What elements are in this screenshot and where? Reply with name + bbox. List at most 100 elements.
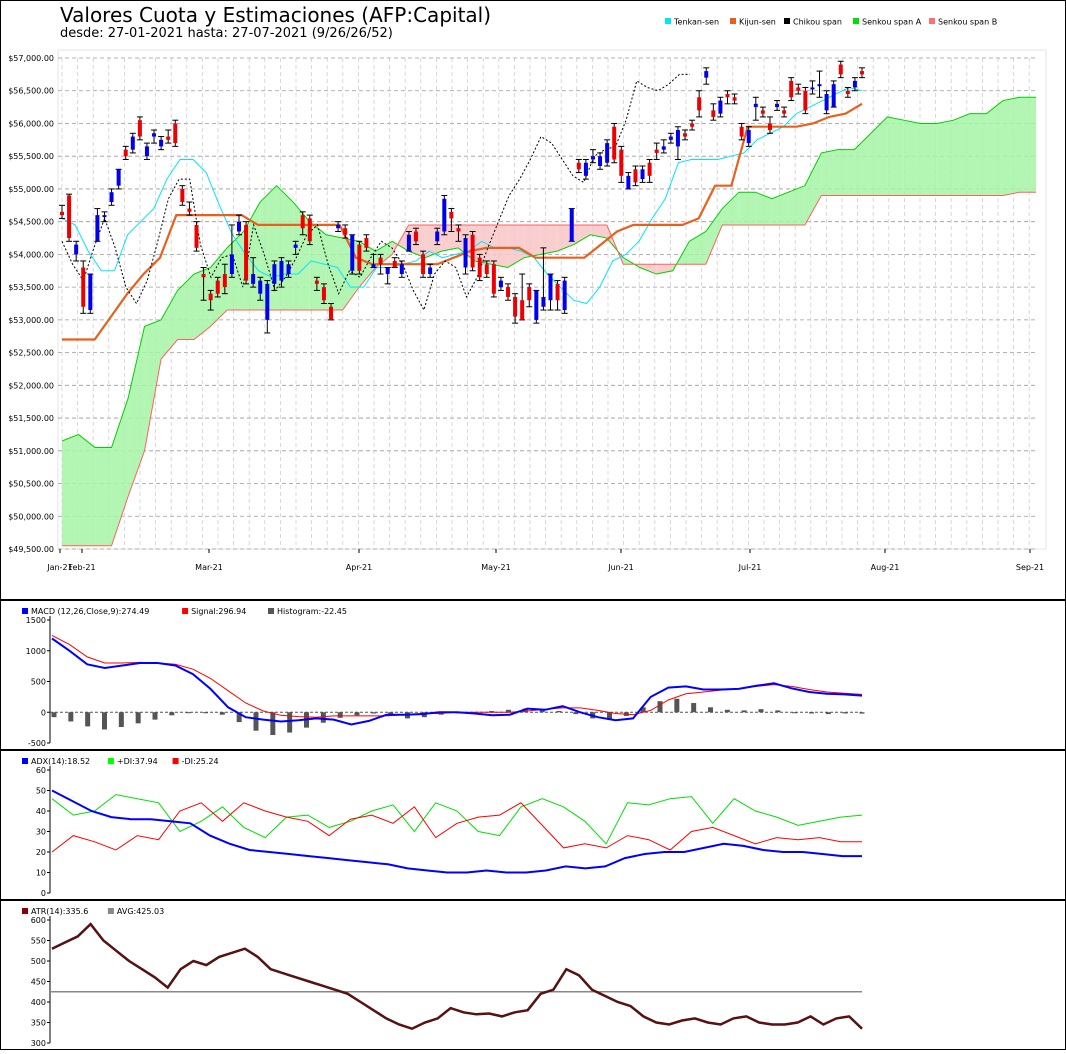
adx-legend-swatch (172, 758, 179, 764)
atr-legend-label: AVG:425.03 (117, 907, 164, 916)
cloud-segment (755, 192, 772, 225)
macd-signal-line (51, 634, 863, 718)
macd-legend-label: Histogram:-22.45 (277, 607, 347, 616)
cloud-segment (887, 116, 904, 196)
candle-body (364, 238, 369, 248)
atr-tick-label: 450 (31, 978, 46, 987)
candle-body (130, 136, 135, 150)
cloud-segment (738, 192, 756, 225)
macd-histogram-bar (203, 712, 208, 714)
candle-body (753, 103, 758, 108)
macd-histogram-bar (775, 710, 781, 713)
chikou-span-line (61, 73, 690, 312)
macd-histogram-bar (674, 698, 680, 713)
candle-body (392, 260, 397, 268)
candle-body (88, 274, 93, 311)
macd-histogram-bar (758, 709, 764, 713)
macd-histogram-bar (506, 709, 511, 713)
tenkan-sen-line (61, 86, 863, 305)
candle-body (229, 254, 234, 275)
cloud-segment (573, 224, 591, 245)
macd-histogram-bar (169, 712, 175, 716)
cloud-segment (128, 326, 145, 497)
cloud-segment (507, 224, 525, 268)
adx-legend-swatch (107, 758, 114, 764)
macd-tick-label: 1000 (26, 647, 46, 656)
candle-body (534, 290, 539, 320)
macd-histogram-bar (270, 712, 276, 736)
candle-body (590, 156, 595, 160)
macd-histogram-bar (809, 712, 814, 714)
atr-legend-label: ATR(14):335.6 (31, 907, 88, 916)
macd-legend-swatch (22, 608, 28, 614)
macd-legend-swatch (182, 608, 189, 614)
macd-tick-label: 0 (41, 708, 46, 717)
legend-swatch (665, 18, 671, 24)
candle-body (286, 264, 291, 275)
macd-tick-label: -500 (28, 739, 46, 748)
candle-body (718, 100, 723, 114)
candle-body (513, 296, 518, 317)
candle-body (428, 267, 433, 275)
x-tick-label: May-21 (481, 563, 510, 572)
cloud-segment (540, 224, 558, 255)
candle-body (385, 267, 390, 275)
x-tick-label: Jul-21 (738, 563, 762, 572)
cloud-segment (326, 234, 343, 311)
cloud-segment (161, 290, 178, 360)
candle-body (484, 264, 489, 275)
macd-histogram-bar (556, 711, 562, 713)
candle-body (668, 136, 673, 140)
candle-body (810, 87, 815, 90)
atr-tick-label: 300 (31, 1039, 46, 1048)
y-tick-label: $51,500.00 (8, 414, 54, 423)
macd-tick-label: 1500 (26, 616, 46, 625)
candle-body (236, 221, 241, 232)
macd-histogram-bar (489, 711, 495, 713)
macd-legend-label: Signal:296.94 (191, 607, 246, 616)
candle-body (704, 71, 709, 78)
cloud-segment (177, 274, 195, 340)
adx-legend-swatch (22, 758, 28, 764)
y-tick-label: $50,500.00 (8, 480, 54, 489)
macd-histogram-bar (388, 712, 394, 715)
candle-body (824, 94, 829, 111)
candle-body (109, 192, 114, 203)
candle-body (201, 274, 206, 278)
candle-body (293, 244, 298, 248)
candle-body (470, 234, 475, 268)
atr-panel-frame (0, 900, 1066, 1050)
adx-legend-label: -DI:25.24 (182, 757, 219, 766)
macd-legend-label: MACD (12,26,Close,9):274.49 (31, 607, 149, 616)
cloud-segment (870, 116, 888, 196)
cloud-segment (771, 192, 789, 225)
atr-line-shadow (51, 922, 863, 1031)
x-tick-label: Jan-21 (46, 563, 72, 572)
candle-body (711, 110, 716, 117)
candle-body (166, 136, 171, 140)
candle-body (116, 169, 121, 186)
atr-tick-label: 400 (31, 998, 46, 1007)
cloud-segment (788, 185, 805, 225)
candle-body (123, 149, 128, 157)
candle-body (137, 120, 142, 137)
cloud-segment (689, 231, 706, 265)
candle-body (619, 149, 624, 176)
candle-body (520, 300, 525, 320)
adx-tick-label: 0 (41, 889, 46, 898)
candle-body (789, 80, 794, 98)
candle-body (258, 280, 263, 294)
cloud-segment (491, 224, 508, 268)
candle-body (612, 126, 617, 160)
macd-histogram-bar (287, 712, 293, 733)
x-tick-label: Mar-21 (195, 563, 223, 572)
candle-body (463, 238, 468, 268)
candle-body (456, 228, 461, 232)
candle-body (442, 198, 447, 232)
y-tick-label: $52,000.00 (8, 381, 54, 390)
macd-panel-frame (0, 600, 1066, 750)
candle-body (187, 208, 192, 212)
y-tick-label: $52,500.00 (8, 349, 54, 358)
y-tick-label: $49,500.00 (8, 545, 54, 554)
macd-histogram-bar (539, 709, 545, 713)
